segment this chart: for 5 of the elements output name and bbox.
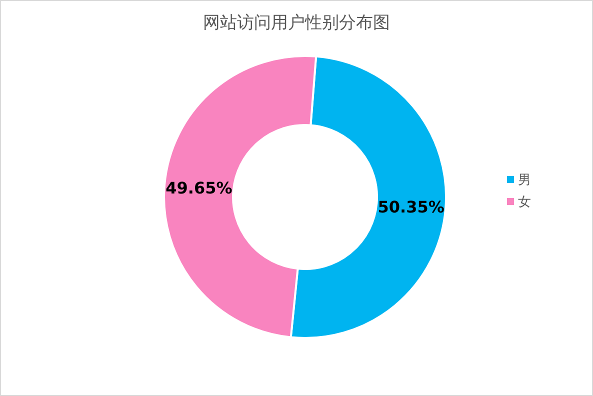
data-label: 49.65% <box>166 178 232 198</box>
legend-label: 男 <box>518 173 531 188</box>
data-label: 50.35% <box>378 198 444 217</box>
legend-label: 女 <box>518 195 531 210</box>
chart-title: 网站访问用户性别分布图 <box>203 13 390 33</box>
